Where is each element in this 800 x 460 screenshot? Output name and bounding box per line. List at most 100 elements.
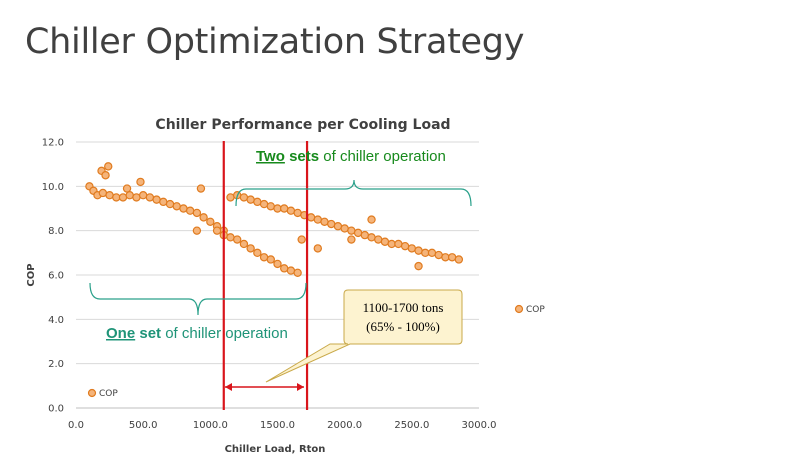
y-axis-label: COP	[26, 263, 37, 286]
data-point	[152, 195, 161, 204]
callout-line2: (65% - 100%)	[366, 319, 440, 334]
data-point	[136, 177, 145, 187]
data-point	[165, 199, 175, 209]
one-set-rest: of chiller operation	[165, 325, 288, 342]
y-tick-label: 8.0	[48, 226, 64, 237]
y-tick-label: 4.0	[48, 315, 64, 326]
threshold-lines	[222, 141, 309, 410]
data-point	[259, 199, 269, 209]
one-set-brace	[89, 282, 307, 316]
data-point	[212, 226, 222, 235]
two-sets-rest: of chiller operation	[323, 148, 446, 165]
one-set-bold: set	[139, 325, 161, 342]
legend-label-right: COP	[526, 305, 545, 315]
x-tick-label: 0.0	[68, 420, 84, 431]
x-axis-label: Chiller Load, Rton	[225, 444, 326, 455]
range-arrow-left-head	[225, 383, 232, 391]
data-point	[239, 193, 249, 202]
x-tick-label: 500.0	[129, 420, 158, 431]
legend-label-inner: COP	[99, 389, 118, 399]
callout-line1: 1100-1700 tons	[363, 300, 444, 315]
data-point	[340, 224, 349, 233]
data-point	[199, 213, 208, 222]
data-point	[246, 244, 255, 253]
data-point	[367, 233, 376, 242]
data-point	[353, 228, 363, 238]
data-point	[232, 235, 242, 244]
data-point	[347, 226, 356, 235]
data-point	[347, 235, 356, 244]
chart-title: Chiller Performance per Cooling Load	[155, 117, 450, 133]
data-point	[239, 239, 249, 249]
data-point	[253, 248, 262, 258]
data-point	[273, 259, 282, 269]
data-point	[286, 206, 296, 215]
y-tick-label: 0.0	[48, 404, 64, 415]
data-point	[327, 219, 336, 229]
data-point	[172, 202, 181, 211]
data-point	[266, 255, 275, 264]
data-point	[132, 193, 141, 202]
callout-box	[265, 289, 463, 383]
data-point	[105, 190, 114, 200]
data-point	[179, 204, 188, 213]
data-point	[414, 261, 423, 271]
two-sets-bold: sets	[289, 148, 319, 165]
legend-marker-inner	[87, 388, 97, 398]
data-point	[407, 244, 417, 253]
data-point	[226, 233, 235, 242]
data-point	[185, 206, 195, 215]
data-point	[360, 230, 370, 240]
data-point	[306, 213, 316, 222]
data-point	[400, 241, 410, 251]
y-axis-ticks: 0.0 2.0 4.0 6.0 8.0 10.0 12.0	[42, 138, 64, 415]
y-tick-label: 12.0	[42, 138, 64, 149]
data-point	[206, 217, 215, 226]
data-point	[434, 250, 443, 260]
data-point	[226, 193, 235, 202]
data-point	[145, 193, 155, 202]
data-point	[118, 193, 128, 202]
x-tick-label: 3000.0	[462, 420, 497, 431]
x-tick-label: 2000.0	[327, 420, 362, 431]
legend-marker-right	[514, 304, 524, 314]
data-point	[374, 235, 383, 244]
data-point	[313, 244, 322, 253]
data-point	[266, 202, 275, 211]
data-point	[246, 195, 255, 204]
data-point	[196, 184, 206, 193]
data-point	[454, 255, 464, 264]
data-point	[320, 217, 329, 226]
x-axis-ticks: 0.0 500.0 1000.0 1500.0 2000.0 2500.0 3000.0	[68, 420, 496, 431]
data-point	[297, 235, 306, 244]
gridlines	[76, 141, 479, 365]
two-sets-brace	[235, 179, 472, 207]
data-point	[313, 215, 322, 224]
data-point	[427, 248, 437, 258]
data-point	[293, 208, 302, 218]
data-point	[138, 190, 148, 200]
data-point	[447, 253, 457, 262]
data-point	[101, 171, 110, 180]
data-point	[259, 253, 269, 262]
data-point	[333, 222, 343, 231]
data-point	[394, 239, 403, 249]
data-point	[159, 197, 168, 207]
y-tick-label: 10.0	[42, 182, 64, 193]
data-point	[98, 188, 108, 198]
y-tick-label: 6.0	[48, 271, 64, 282]
two-sets-label: Two sets of chiller operation	[256, 148, 446, 165]
x-tick-label: 1500.0	[260, 420, 295, 431]
data-point	[380, 237, 390, 246]
y-tick-label: 2.0	[48, 359, 64, 370]
data-point	[253, 197, 262, 207]
data-point	[293, 268, 302, 277]
data-point	[280, 204, 289, 213]
two-sets-word: Two	[256, 148, 285, 165]
data-point	[122, 184, 132, 193]
x-tick-label: 1000.0	[193, 420, 228, 431]
one-set-word: One	[106, 325, 135, 342]
data-point	[192, 208, 202, 218]
scatter-points	[85, 162, 464, 277]
